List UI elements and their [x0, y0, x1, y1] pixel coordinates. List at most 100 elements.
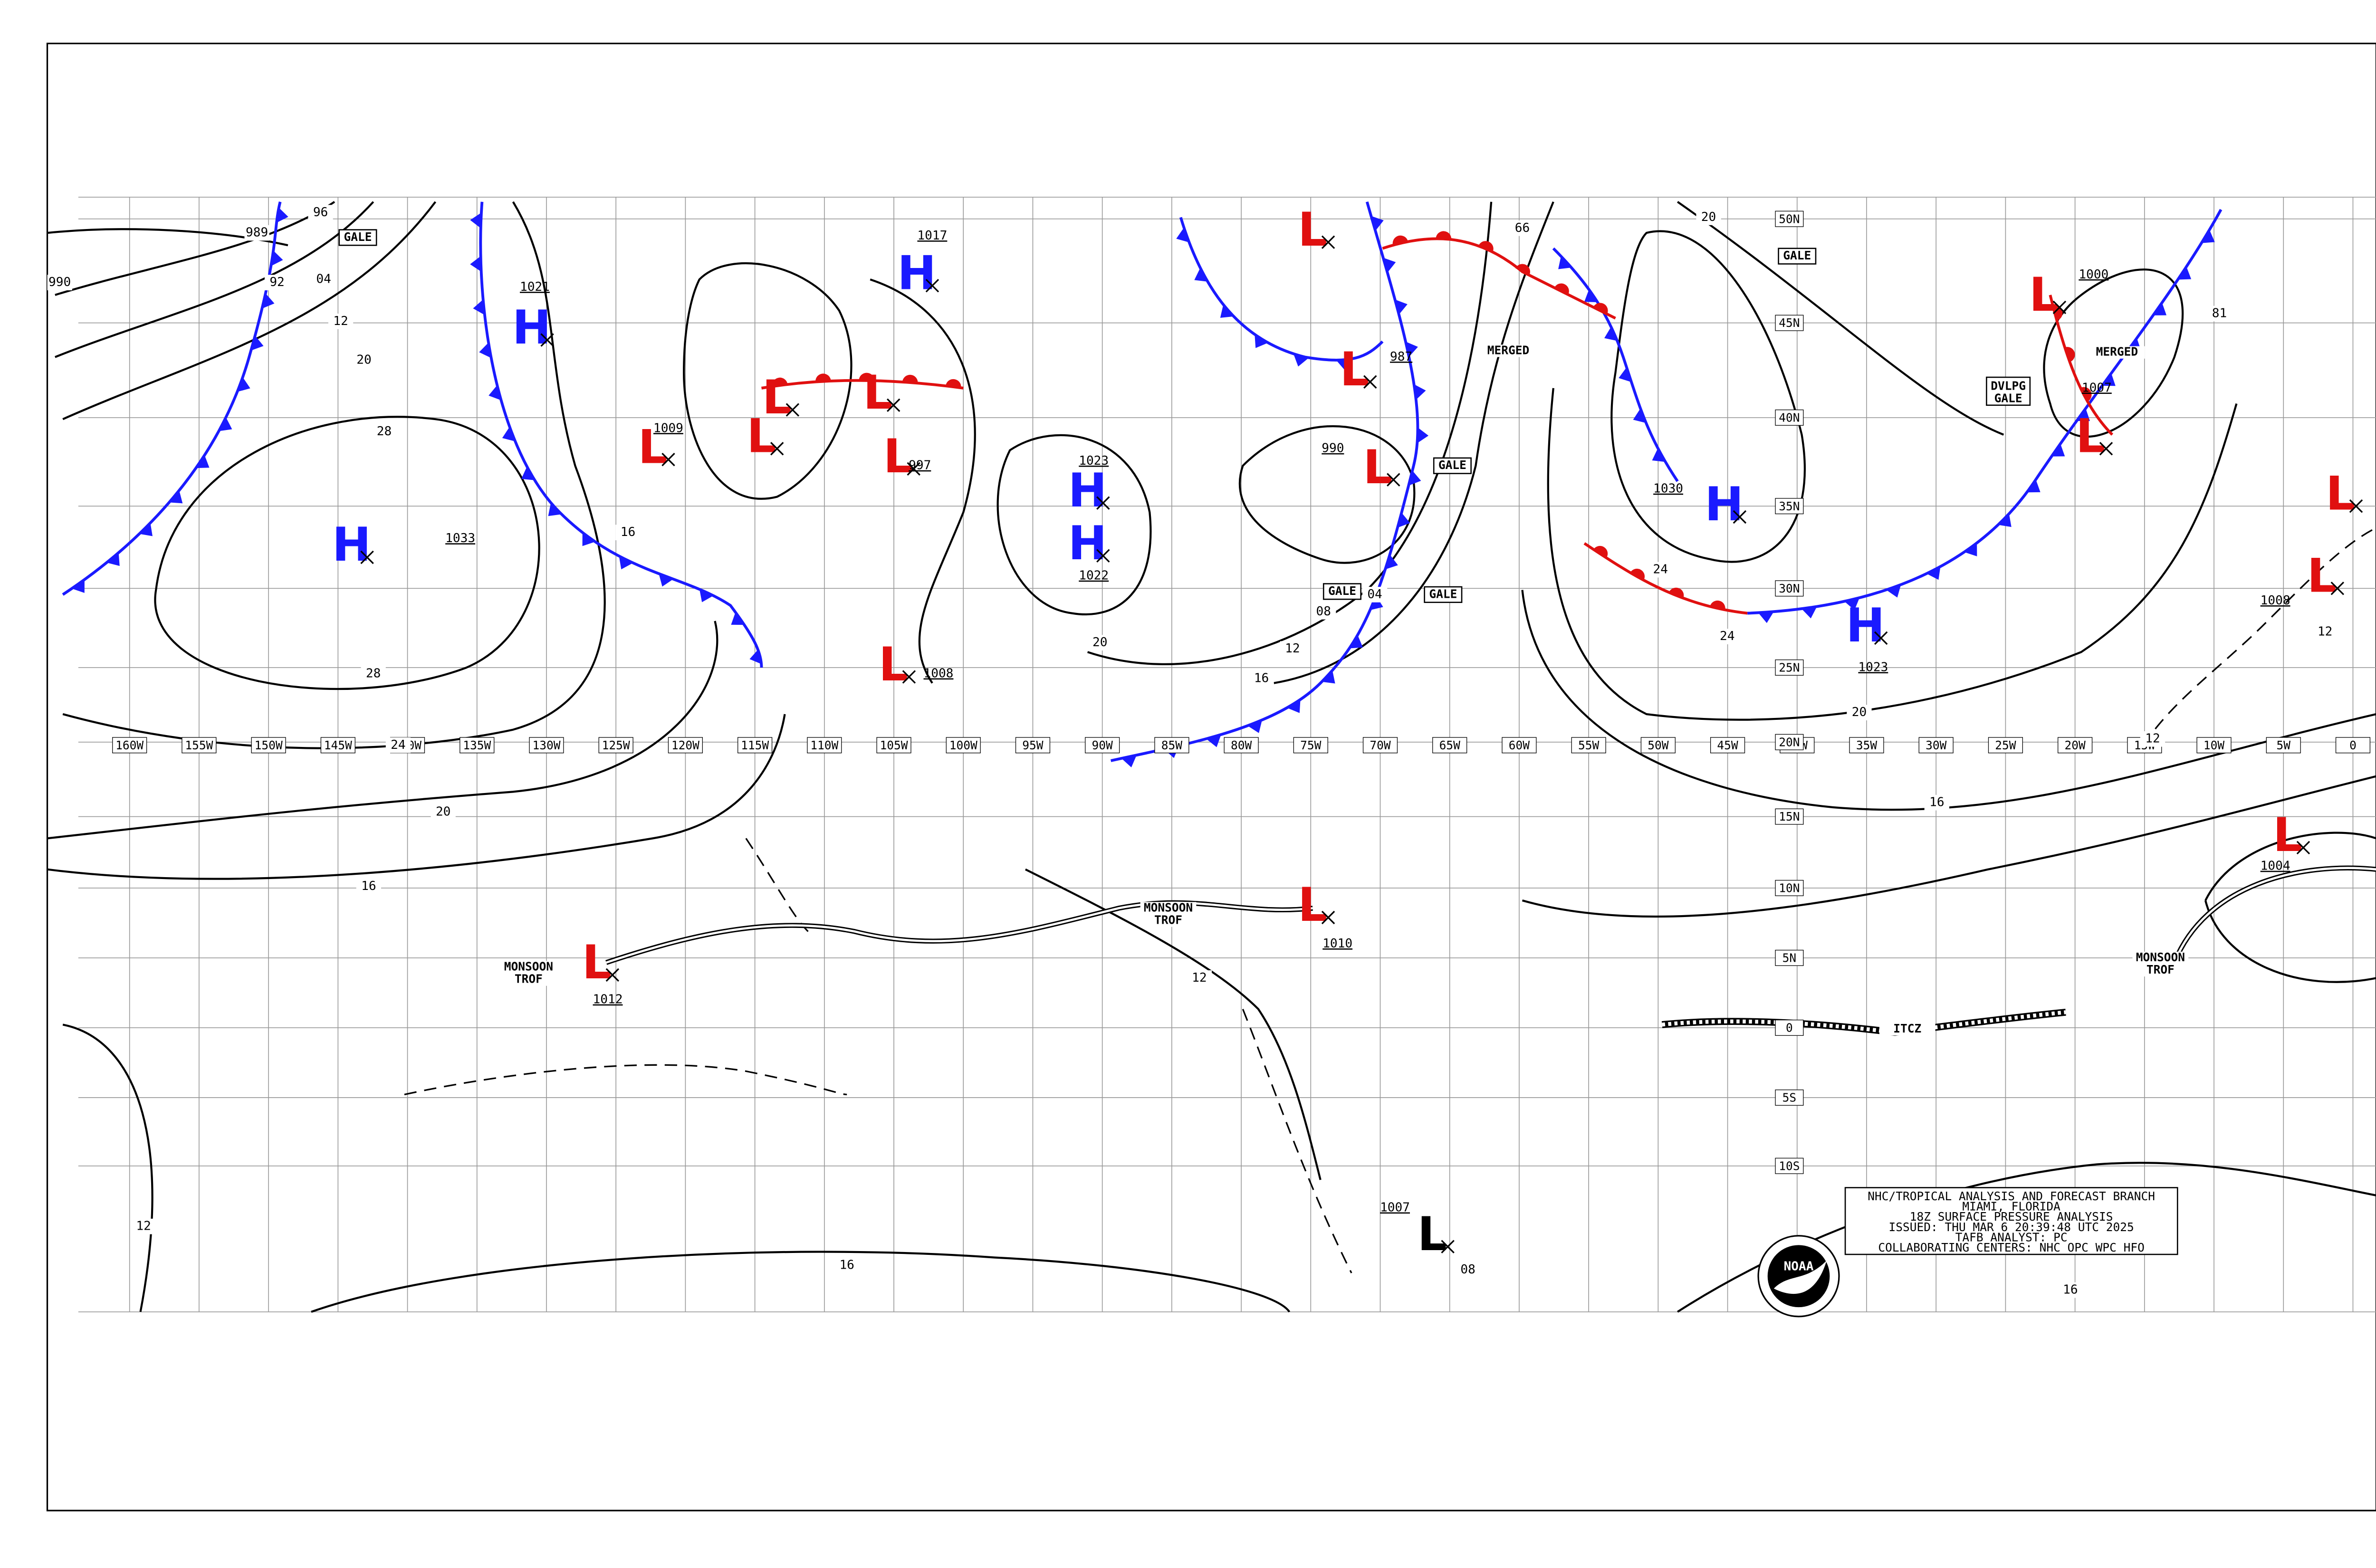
isobar	[47, 714, 786, 880]
pressure-center-symbol: L	[879, 638, 908, 692]
lat-label-box	[1775, 210, 1804, 227]
cold-front-pip	[1758, 612, 1774, 623]
pressure-center-symbol: L	[1363, 440, 1392, 495]
isobar	[1522, 775, 2376, 918]
annotation-box	[1433, 457, 1472, 474]
cold-front-pip	[276, 207, 288, 223]
annotation-bg	[1480, 344, 1536, 357]
annotation: GALE	[1328, 584, 1356, 598]
isobar-label-bg	[131, 1218, 156, 1234]
longitude-label: 145W	[324, 738, 352, 752]
center-mark	[1733, 510, 1747, 524]
center-mark	[770, 442, 784, 456]
latitude-label: 40N	[1779, 411, 1800, 425]
isobar-label-bg	[1280, 641, 1305, 657]
annotation-box	[1322, 583, 1361, 600]
cold-front-pip	[2076, 408, 2090, 421]
cold-front-pip	[548, 503, 562, 516]
annotation-box	[1986, 376, 2031, 406]
annotation-box	[1778, 248, 1817, 265]
longitude-label: 65W	[1439, 738, 1461, 752]
center-mark	[1874, 631, 1888, 645]
longitude-label: 160W	[115, 738, 144, 752]
info-line: ISSUED: THU MAR 6 20:39:48 UTC 2025	[1889, 1220, 2134, 1234]
isobar	[682, 262, 853, 500]
lon-label-box	[946, 737, 981, 754]
lat-label-box	[1775, 580, 1804, 597]
lon-label-box	[529, 737, 564, 754]
warm-front-pip	[1668, 587, 1684, 599]
longitude-label: 110W	[810, 738, 838, 752]
isobar-label: 12	[2318, 624, 2332, 639]
cold-front	[1179, 217, 1384, 362]
pressure-value: 987	[1390, 350, 1412, 364]
center-mark	[661, 452, 675, 467]
isobar-label: 20	[1092, 635, 1107, 650]
lat-label-box	[1775, 734, 1804, 750]
pressure-center-symbol: H	[897, 246, 936, 300]
center-mark	[1387, 473, 1400, 487]
annotation-bg	[1140, 914, 1197, 927]
lon-label-box	[2335, 737, 2371, 754]
isobar-label: 12	[333, 314, 348, 328]
lon-label-box	[1085, 737, 1120, 754]
isobar-label: 990	[48, 275, 71, 289]
lon-label-box	[1918, 737, 1954, 754]
warm-front-pip	[1392, 235, 1408, 245]
pressure-center-symbol: L	[1418, 1207, 1447, 1262]
cold-front-pip	[1414, 384, 1426, 400]
lon-label-box	[1988, 737, 2023, 754]
cold-front-pip	[251, 335, 264, 351]
isobar-label: 16	[839, 1258, 854, 1272]
isobar-label-bg	[1087, 635, 1112, 651]
cold-front-pip	[1220, 305, 1234, 318]
lat-label-box	[1775, 409, 1804, 426]
cold-front-pip	[1206, 734, 1221, 747]
isobar-label: 20	[436, 804, 450, 819]
isobar-label-bg	[385, 737, 411, 753]
isobar-label: 24	[1720, 629, 1734, 643]
center-mark	[907, 462, 920, 476]
isobar	[1677, 201, 2004, 436]
warm-front-pip	[772, 377, 788, 387]
cold-front-pip	[219, 417, 232, 431]
cold-front-pip	[521, 467, 535, 480]
annotation: GALE	[1438, 458, 1466, 472]
lon-label-box	[320, 737, 355, 754]
cold-front-pip	[699, 589, 714, 602]
isobar-label: 81	[2212, 306, 2227, 320]
longitude-label: 90W	[1092, 738, 1113, 752]
latitude-label: 20N	[1779, 735, 1800, 749]
annotation-bg	[2089, 346, 2145, 359]
trough	[2143, 527, 2376, 746]
pressure-value: 990	[1322, 441, 1344, 456]
isobar-label-bg	[1510, 220, 1535, 236]
cold-front-pip	[1121, 755, 1137, 768]
cold-front-pip	[1293, 354, 1309, 367]
pressure-value: 1033	[445, 531, 475, 545]
logo-disc	[1767, 1245, 1830, 1308]
cold-front-pip	[502, 427, 516, 441]
labels: 160W155W150W145W140W135W130W125W120W115W…	[47, 203, 2371, 1298]
pressure-value: 1017	[917, 229, 947, 243]
info-line: COLLABORATING CENTERS: NHC OPC WPC HFO	[1878, 1241, 2145, 1254]
pressure-value: 1012	[593, 993, 623, 1007]
center-mark	[605, 968, 620, 982]
cold-front-pip	[2102, 373, 2116, 386]
cold-front-pip	[72, 579, 85, 593]
lon-label-box	[1154, 737, 1189, 754]
warm-front-pip	[1710, 600, 1725, 610]
pressure-value: 1009	[653, 421, 683, 435]
warm-front	[1382, 237, 1616, 320]
longitude-label: 75W	[1300, 738, 1322, 752]
warm-front-pip	[2064, 347, 2075, 362]
cold-front-pip	[1336, 359, 1352, 371]
monsoon-trough	[2173, 867, 2376, 963]
isobar-label-bg	[1249, 670, 1274, 687]
cold-front-pip	[1408, 470, 1421, 486]
cold-front-pip	[1371, 216, 1384, 231]
cold-front-pip	[1406, 342, 1418, 357]
isobar-label: 20	[1852, 705, 1867, 719]
lat-label-box	[1775, 880, 1804, 896]
